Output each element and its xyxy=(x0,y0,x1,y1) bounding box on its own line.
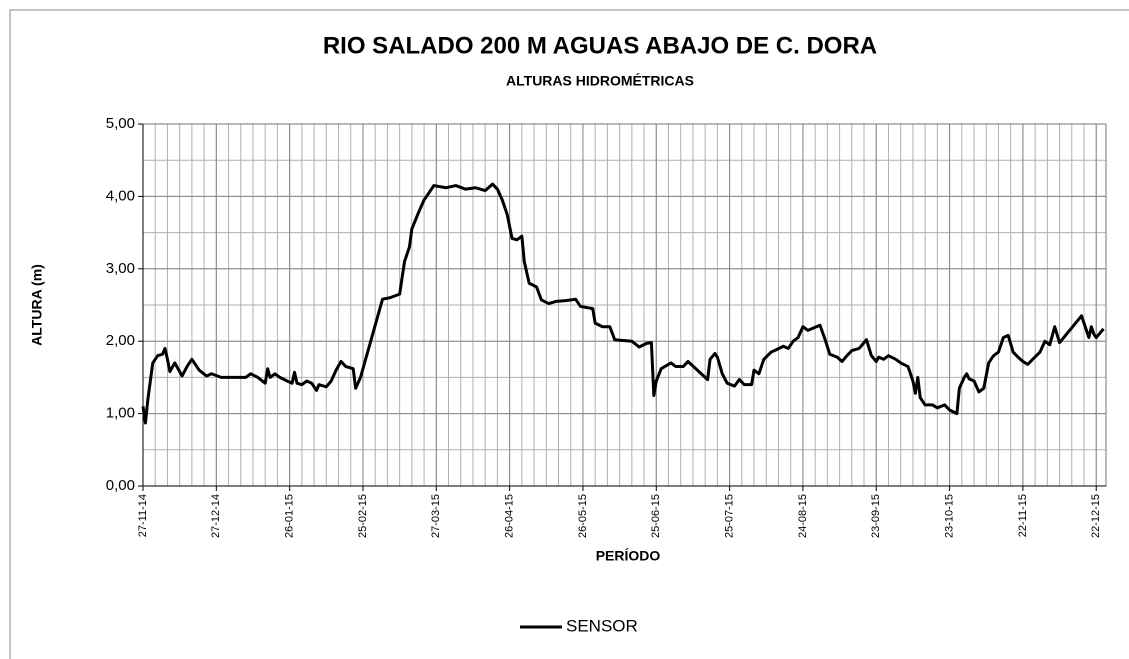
x-tick-label: 25-06-15 xyxy=(650,494,662,538)
data-line xyxy=(141,182,1105,425)
y-tick-label: 3,00 xyxy=(106,260,135,277)
x-tick-label: 22-12-15 xyxy=(1090,494,1102,538)
x-tick-label: 26-01-15 xyxy=(284,494,296,538)
chart-subtitle: ALTURAS HIDROMÉTRICAS xyxy=(506,73,694,89)
chart-title: RIO SALADO 200 M AGUAS ABAJO DE C. DORA xyxy=(323,32,877,59)
y-tick-label: 5,00 xyxy=(106,115,135,132)
x-tick-label: 24-08-15 xyxy=(797,494,809,538)
x-tick-label: 26-05-15 xyxy=(577,494,589,538)
x-tick-label: 27-11-14 xyxy=(137,494,149,537)
y-tick-label: 2,00 xyxy=(106,332,135,349)
x-tick-label: 22-11-15 xyxy=(1017,494,1029,537)
y-tick-label: 0,00 xyxy=(106,477,135,494)
x-tick-label: 27-03-15 xyxy=(430,494,442,538)
legend-label: SENSOR xyxy=(566,616,638,635)
x-tick-label: 23-09-15 xyxy=(870,494,882,538)
x-tick-label: 25-07-15 xyxy=(724,494,736,538)
y-tick-label: 4,00 xyxy=(106,187,135,204)
x-tick-label: 25-02-15 xyxy=(357,494,369,538)
chart-frame xyxy=(9,9,1129,659)
y-tick-label: 1,00 xyxy=(106,405,135,422)
x-axis-label: PERÍODO xyxy=(596,548,661,564)
y-axis-label: ALTURA (m) xyxy=(29,264,45,346)
x-tick-label: 27-12-14 xyxy=(210,494,222,538)
x-tick-label: 26-04-15 xyxy=(504,494,516,538)
x-tick-label: 23-10-15 xyxy=(943,494,955,538)
